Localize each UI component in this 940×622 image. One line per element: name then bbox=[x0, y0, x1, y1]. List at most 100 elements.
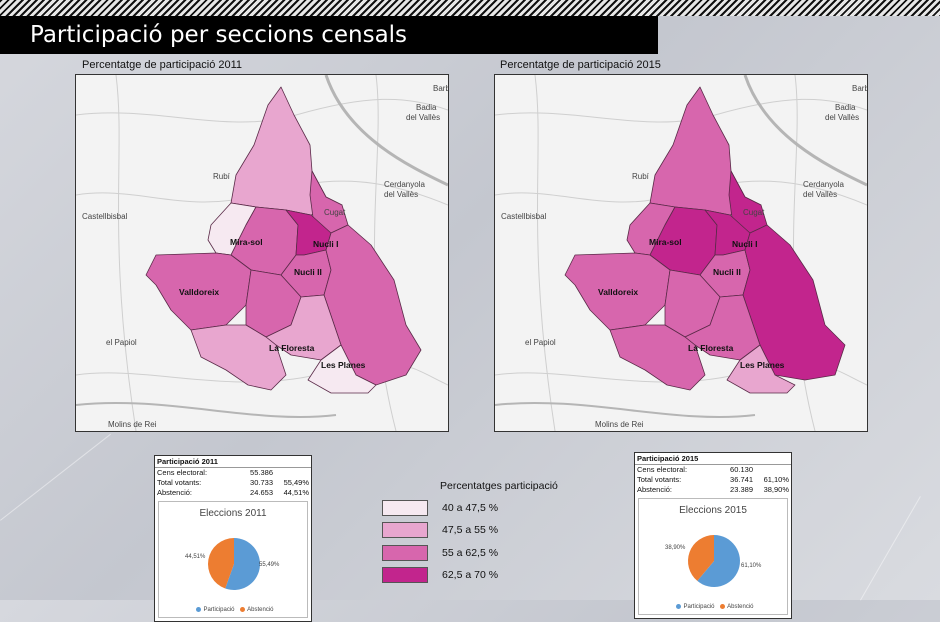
legend-label: 47,5 a 55 % bbox=[442, 524, 499, 536]
pie-label-abstencio: 38,90% bbox=[665, 545, 686, 551]
pie-label-participacio: 55,49% bbox=[259, 562, 280, 568]
stats-value: 60.130 bbox=[730, 465, 753, 474]
place-molins: Molins de Rei bbox=[108, 420, 157, 429]
stats-label: Total votants: bbox=[637, 475, 682, 484]
legend-label: 62,5 a 70 % bbox=[442, 569, 499, 581]
stats-row: Cens electoral: 55.386 bbox=[155, 468, 311, 478]
legend-swatch bbox=[382, 522, 428, 538]
place-badia: Badia bbox=[416, 103, 437, 112]
legend-abstencio: Abstenció bbox=[247, 607, 274, 613]
pie-legend: Participació Abstenció bbox=[639, 603, 787, 610]
stats-label: Abstenció: bbox=[637, 485, 673, 494]
legend-item: 62,5 a 70 % bbox=[382, 567, 498, 583]
decorative-line bbox=[860, 496, 921, 601]
stats-pct bbox=[273, 468, 309, 478]
legend-item: 47,5 a 55 % bbox=[382, 522, 498, 538]
legend-swatch bbox=[382, 567, 428, 583]
legend-label: 40 a 47,5 % bbox=[442, 502, 499, 514]
legend-abstencio: Abstenció bbox=[727, 604, 754, 610]
legend-swatch bbox=[382, 545, 428, 561]
map-2015: Barb Badia del Vallès Rubí Cerdanyola de… bbox=[494, 74, 868, 432]
section-southwest bbox=[190, 324, 287, 391]
place-papiol: el Papiol bbox=[106, 338, 137, 347]
label-mirasol: Mira-sol bbox=[230, 237, 263, 247]
decorative-line bbox=[0, 433, 111, 521]
stats-title: Participació 2011 bbox=[155, 456, 311, 468]
legend-dot-participacio bbox=[196, 606, 202, 612]
stats-row: Cens electoral: 60.130 bbox=[635, 465, 791, 475]
pie-legend: Participació Abstenció bbox=[159, 606, 307, 613]
place-castellbisbal: Castellbisbal bbox=[501, 212, 547, 221]
stats-row: Abstenció: 24.653 44,51% bbox=[155, 488, 311, 498]
stats-pct: 61,10% bbox=[763, 475, 789, 484]
legend-label: 55 a 62,5 % bbox=[442, 547, 499, 559]
map-title-2011: Percentatge de participació 2011 bbox=[82, 59, 243, 71]
place-barbera: Barb bbox=[852, 84, 867, 93]
stats-box-2011: Participació 2011 Cens electoral: 55.386… bbox=[154, 455, 312, 622]
label-nucli-i: Nucli I bbox=[732, 239, 758, 249]
pie-slice-abstencio bbox=[208, 538, 234, 589]
stats-label: Total votants: bbox=[157, 478, 202, 487]
decorative-hatch-strip bbox=[0, 0, 940, 16]
label-valldoreix: Valldoreix bbox=[598, 287, 638, 297]
section-east bbox=[742, 224, 846, 381]
stats-value: 24.653 bbox=[250, 488, 273, 497]
stats-value: 36.741 bbox=[730, 475, 753, 484]
label-mirasol: Mira-sol bbox=[649, 237, 682, 247]
stats-row: Abstenció: 23.389 38,90% bbox=[635, 485, 791, 495]
place-badia-sub: del Vallès bbox=[825, 113, 859, 122]
legend-item: 40 a 47,5 % bbox=[382, 500, 498, 516]
page-title: Participació per seccions censals bbox=[0, 16, 658, 54]
pie-label-abstencio: 44,51% bbox=[185, 554, 206, 560]
map-title-2015: Percentatge de participació 2015 bbox=[500, 59, 661, 71]
place-cugat: Cugat bbox=[324, 208, 346, 217]
legend-swatch bbox=[382, 500, 428, 516]
pie-slice-participacio bbox=[697, 535, 740, 587]
pie-label-participacio: 61,10% bbox=[741, 563, 762, 569]
legend-participacio: Participació bbox=[203, 607, 235, 613]
place-castellbisbal: Castellbisbal bbox=[82, 212, 128, 221]
pie-slice-abstencio bbox=[688, 535, 714, 581]
place-papiol: el Papiol bbox=[525, 338, 556, 347]
place-badia-sub: del Vallès bbox=[406, 113, 440, 122]
pie-svg bbox=[688, 535, 740, 587]
stats-label: Cens electoral: bbox=[637, 465, 688, 474]
label-valldoreix: Valldoreix bbox=[179, 287, 219, 297]
pie-title: Eleccions 2015 bbox=[679, 505, 747, 516]
section-east bbox=[323, 224, 422, 386]
pie-chart-2011: Eleccions 2011 44,51% 55,49% Participaci… bbox=[158, 501, 308, 618]
place-badia: Badia bbox=[835, 103, 856, 112]
map-2011: Barb Badia del Vallès Rubí Cerdanyola de… bbox=[75, 74, 449, 432]
stats-row: Total votants: 30.733 55,49% bbox=[155, 478, 311, 488]
place-cerdanyola: Cerdanyola bbox=[803, 180, 844, 189]
pie-title: Eleccions 2011 bbox=[199, 508, 267, 519]
place-cerdanyola-sub: del Vallès bbox=[803, 190, 837, 199]
label-planes: Les Planes bbox=[740, 360, 785, 370]
pie-slice-participacio bbox=[225, 538, 260, 590]
stats-pct: 38,90% bbox=[763, 485, 789, 494]
place-cerdanyola-sub: del Vallès bbox=[384, 190, 418, 199]
stats-pct bbox=[753, 465, 789, 475]
legend-dot-participacio bbox=[676, 603, 682, 609]
label-nucli-ii: Nucli II bbox=[713, 267, 741, 277]
legend-title: Percentatges participació bbox=[440, 480, 558, 492]
stats-value: 30.733 bbox=[250, 478, 273, 487]
label-nucli-ii: Nucli II bbox=[294, 267, 322, 277]
stats-pct: 55,49% bbox=[283, 478, 309, 487]
pie-chart-2015: Eleccions 2015 38,90% 61,10% Participaci… bbox=[638, 498, 788, 615]
legend-item: 55 a 62,5 % bbox=[382, 545, 498, 561]
label-nucli-i: Nucli I bbox=[313, 239, 339, 249]
stats-value: 23.389 bbox=[730, 485, 753, 494]
section-southwest bbox=[609, 324, 706, 391]
stats-label: Abstenció: bbox=[157, 488, 193, 497]
map-svg-2015: Barb Badia del Vallès Rubí Cerdanyola de… bbox=[495, 75, 867, 431]
stats-box-2015: Participació 2015 Cens electoral: 60.130… bbox=[634, 452, 792, 619]
label-floresta: La Floresta bbox=[269, 343, 315, 353]
section-planes bbox=[307, 344, 377, 394]
stats-label: Cens electoral: bbox=[157, 468, 208, 477]
place-cugat: Cugat bbox=[743, 208, 765, 217]
legend-dot-abstencio bbox=[240, 606, 246, 612]
section-planes bbox=[726, 344, 796, 394]
stats-row: Total votants: 36.741 61,10% bbox=[635, 475, 791, 485]
legend-participacio: Participació bbox=[683, 604, 715, 610]
